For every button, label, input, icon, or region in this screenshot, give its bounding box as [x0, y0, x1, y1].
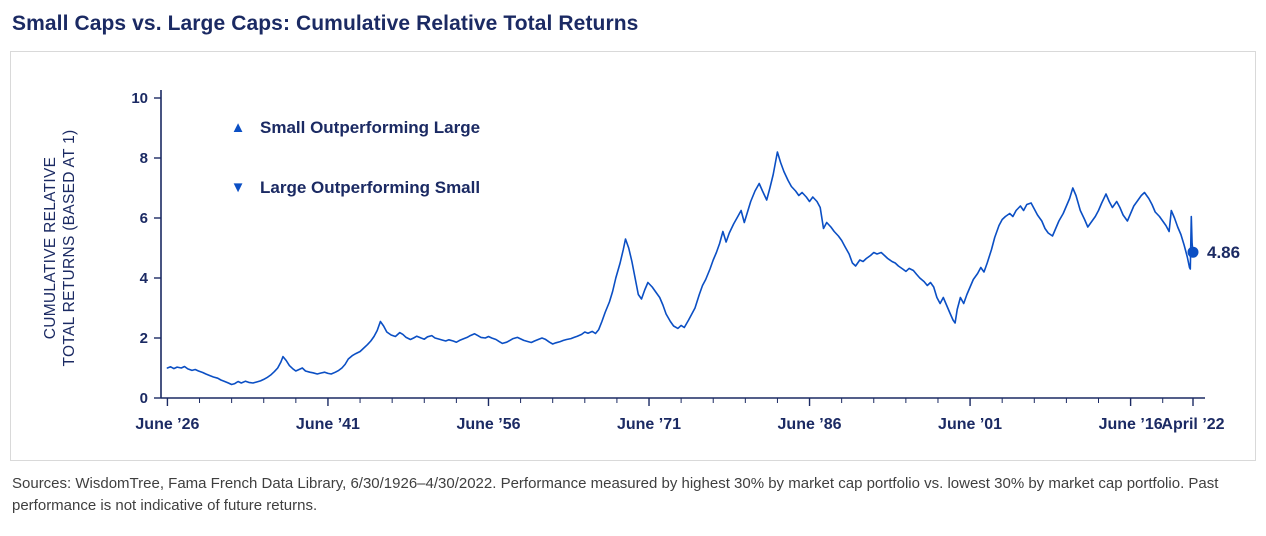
x-tick-label: June ’01: [938, 416, 1002, 433]
legend-label: Large Outperforming Small: [260, 177, 481, 197]
legend-item-large-outperforming-small: ▼ Large Outperforming Small: [229, 176, 481, 199]
triangle-down-icon: ▼: [230, 179, 246, 196]
end-point-marker: [1187, 246, 1199, 258]
legend-label: Small Outperforming Large: [260, 117, 481, 137]
y-tick-label: 4: [140, 270, 149, 287]
returns-chart: 0 2 4 6 8 10 June ’26 June ’41 June ’56 June ’71 J…: [42, 90, 1240, 433]
x-tick-label: June ’41: [296, 416, 360, 433]
x-tick-label: June ’71: [617, 416, 681, 433]
y-tick-label: 10: [131, 90, 148, 107]
returns-line: [166, 151, 1194, 386]
chart-panel: 0 2 4 6 8 10 June ’26 June ’41 June ’56 June ’71 J…: [10, 51, 1256, 461]
x-tick-label: April ’22: [1161, 416, 1224, 433]
x-tick-label: June ’26: [135, 416, 199, 433]
y-tick-label: 8: [140, 150, 148, 167]
x-tick-label: June ’56: [456, 416, 520, 433]
source-note: Sources: WisdomTree, Fama French Data Li…: [12, 475, 1219, 514]
page-title: Small Caps vs. Large Caps: Cumulative Re…: [12, 12, 639, 35]
y-tick-label: 6: [140, 210, 148, 227]
y-axis-title: CUMULATIVE RELATIVE TOTAL RETURNS (BASED …: [42, 130, 78, 367]
y-tick-label: 2: [140, 330, 148, 347]
y-tick-label: 0: [140, 390, 148, 407]
end-value-label: 4.86: [1207, 243, 1240, 262]
x-tick-label: June ’86: [778, 416, 842, 433]
triangle-up-icon: ▲: [230, 119, 246, 136]
x-tick-label: June ’16: [1099, 416, 1163, 433]
legend-item-small-outperforming-large: ▲ Small Outperforming Large: [229, 116, 481, 139]
legend: ▲ Small Outperforming Large ▼ Large Outp…: [229, 116, 481, 236]
